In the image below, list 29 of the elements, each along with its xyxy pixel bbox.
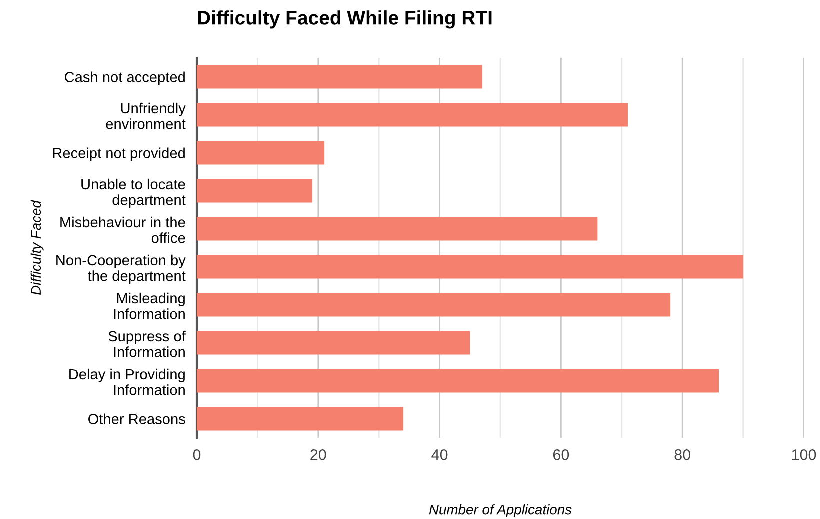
x-tick-label: 60 <box>553 450 570 460</box>
x-tick-label: 0 <box>193 450 201 460</box>
bar <box>197 407 404 431</box>
y-tick-label: Unfriendly environment <box>106 102 186 130</box>
x-tick-label: 100 <box>792 450 816 460</box>
y-tick-label: Non-Cooperation by the department <box>56 254 186 284</box>
x-tick-label: 40 <box>432 450 448 460</box>
y-tick-label: Other Reasons <box>88 414 186 424</box>
bar <box>197 141 324 165</box>
y-axis-title: Difficulty Faced <box>30 200 44 296</box>
bar <box>197 65 482 89</box>
bar <box>197 217 598 241</box>
x-axis-title: Number of Applications <box>429 504 572 518</box>
bar <box>197 331 470 355</box>
bar <box>197 103 628 127</box>
y-tick-label: Unable to locate department <box>82 178 186 208</box>
y-tick-label: Receipt not provided <box>53 148 185 162</box>
bar <box>197 179 312 203</box>
x-tick-label: 80 <box>674 450 690 460</box>
bar <box>197 369 720 393</box>
y-tick-label: Cash not accepted <box>65 72 185 86</box>
y-tick-label: Misleading Information <box>114 292 185 320</box>
y-tick-label: Delay in Providing Information <box>70 368 185 396</box>
y-tick-label: Misbehaviour in the office <box>60 216 186 244</box>
y-tick-label: Suppress of Information <box>108 330 186 358</box>
bar <box>197 293 670 317</box>
bar <box>197 255 744 279</box>
x-tick-label: 20 <box>310 450 326 460</box>
chart-title: Difficulty Faced While Filing RTI <box>198 10 492 29</box>
